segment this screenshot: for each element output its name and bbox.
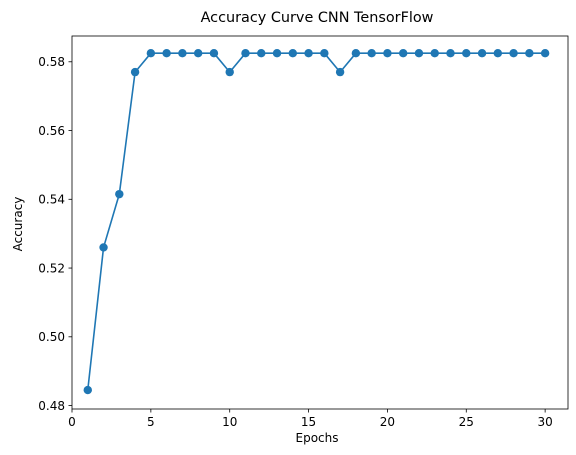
- data-point: [430, 48, 439, 58]
- y-tick-label: 0.48: [38, 399, 65, 413]
- data-point: [225, 67, 234, 77]
- data-point: [351, 48, 361, 58]
- data-point: [335, 67, 345, 77]
- data-point: [115, 189, 124, 199]
- data-point: [83, 385, 92, 395]
- data-point: [178, 48, 187, 58]
- data-point: [304, 48, 313, 58]
- y-tick-label: 0.52: [38, 261, 65, 275]
- x-tick-label: 15: [301, 415, 316, 429]
- data-point: [414, 48, 424, 58]
- x-tick-label: 5: [147, 415, 155, 429]
- data-point: [446, 48, 455, 58]
- plot-area: 0 5 10 15 20 25 30 0.48 0.50 0.52 0.54 0.56 0.58: [38, 35, 569, 429]
- y-tick-label: 0.50: [38, 330, 65, 344]
- axes-frame: [71, 35, 569, 410]
- data-point: [320, 48, 329, 58]
- data-point: [462, 48, 471, 58]
- data-point: [367, 48, 376, 58]
- data-point: [509, 48, 518, 58]
- x-tick-label: 20: [380, 415, 395, 429]
- data-point: [288, 48, 297, 58]
- data-point: [272, 48, 282, 58]
- data-point: [241, 48, 250, 58]
- y-tick-label: 0.58: [38, 55, 65, 69]
- data-point: [257, 48, 266, 58]
- x-tick-label: 0: [68, 415, 76, 429]
- data-point: [130, 67, 140, 77]
- x-tick-label: 10: [222, 415, 237, 429]
- data-point: [477, 48, 487, 58]
- data-point: [525, 48, 534, 58]
- data-point: [209, 48, 219, 58]
- data-point: [493, 48, 503, 58]
- data-point: [162, 48, 171, 58]
- data-point: [383, 48, 392, 58]
- chart-title: Accuracy Curve CNN TensorFlow: [201, 10, 434, 26]
- x-tick-label: 25: [459, 415, 474, 429]
- x-axis-label: Epochs: [296, 431, 339, 445]
- data-point: [146, 48, 156, 58]
- data-point: [540, 48, 550, 58]
- data-point: [398, 48, 408, 58]
- data-point: [193, 48, 203, 58]
- x-tick-label: 30: [537, 415, 552, 429]
- y-tick-label: 0.54: [38, 193, 65, 207]
- y-axis-label: Accuracy: [11, 197, 25, 252]
- y-tick-label: 0.56: [38, 124, 65, 138]
- data-point: [99, 243, 108, 252]
